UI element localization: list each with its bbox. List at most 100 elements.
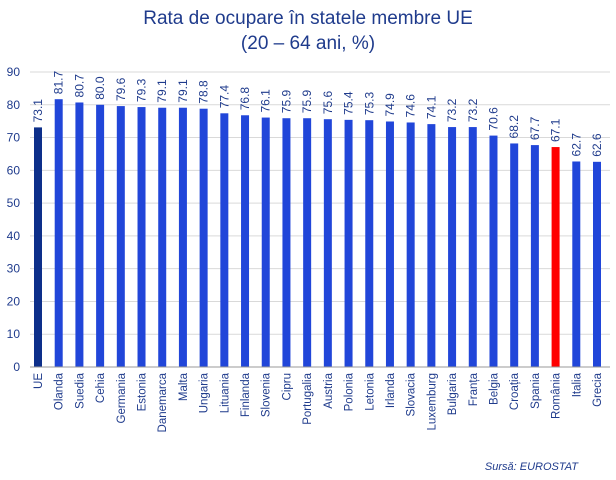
x-tick-label: Luxemburg [426,373,438,431]
bar-grecia [593,161,601,367]
bar-suedia [75,102,84,367]
value-label: 62.7 [569,133,583,157]
y-tick-label: 0 [13,360,20,374]
bar-polonia [344,119,353,367]
value-label: 79.1 [176,79,190,103]
value-label: 67.1 [549,118,563,142]
chart-title-line-2: (20 – 64 ani, %) [241,33,375,54]
x-tick-label: Croația [509,372,521,410]
value-label: 75.6 [321,91,335,115]
x-tick-label: Bulgaria [447,372,459,415]
x-tick-label: Malta [178,372,190,401]
x-tick-label: Slovacia [406,372,418,416]
x-tick-label: Cehia [95,372,107,403]
x-tick-label: Belgia [488,372,500,405]
chart-title-line-1: Rata de ocupare în statele membre UE [143,8,473,29]
value-label: 74.6 [404,94,418,118]
bar-ue [34,127,42,368]
bar-danemarca [158,107,167,367]
bar-belgia [489,135,498,367]
x-axis: UE Olanda Suedia Cehia Germania Estonia Danema… [30,366,610,432]
bar-slovacia [406,122,415,367]
bar-românia [551,147,560,367]
bar-austria [323,119,332,367]
value-label: 76.1 [259,89,273,113]
x-tick-label: Irlanda [385,372,397,408]
value-label: 73.2 [445,98,459,122]
bar-slovenia [261,117,270,367]
y-tick-label: 50 [7,196,21,210]
x-tick-label: Lituania [219,372,231,413]
bar-portugalia [303,118,312,367]
x-tick-label: Cipru [281,373,293,400]
bar-ungaria [199,108,208,367]
value-label: 70.6 [486,107,500,131]
value-label: 67.7 [528,116,542,140]
bar-cehia [96,104,105,368]
bar-italia [572,161,581,367]
value-label: 73.2 [466,98,480,122]
x-tick-label: Danemarca [157,372,169,432]
value-label: 80.7 [72,74,86,98]
y-tick-label: 30 [7,262,21,276]
bar-germania [116,106,125,367]
bar-spania [530,145,539,367]
x-tick-label: Estonia [137,372,149,411]
value-label: 79.3 [135,78,149,102]
gridlines [30,71,610,335]
bar-cipru [282,118,291,367]
value-label: 62.6 [590,133,604,157]
bar-malta [178,107,187,367]
x-tick-label: Ungaria [199,372,211,413]
x-tick-label: Suedia [74,372,86,408]
value-label: 81.7 [52,71,66,95]
y-tick-label: 20 [7,294,21,308]
x-tick-label: Letonia [364,372,376,410]
value-label: 75.4 [342,91,356,115]
bar-bulgaria [448,127,457,367]
bar-croația [510,143,519,367]
y-tick-label: 90 [7,65,21,79]
bar-irlanda [385,121,394,367]
x-tick-label: UE [33,373,45,389]
value-label: 80.0 [93,76,107,100]
value-label: 75.9 [279,90,293,114]
y-tick-label: 10 [7,327,21,341]
value-label: 78.8 [197,80,211,104]
value-label: 68.2 [507,115,521,139]
value-label: 74.1 [424,95,438,119]
value-label: 75.9 [300,90,314,114]
bar-olanda [54,99,63,367]
value-label: 74.9 [383,93,397,117]
value-label: 75.3 [362,92,376,116]
x-tick-label: Slovenia [261,372,273,417]
y-tick-label: 40 [7,229,21,243]
value-label: 79.6 [114,77,128,101]
bar-lituania [220,113,229,367]
x-tick-label: Polonia [344,372,356,411]
y-tick-label: 60 [7,163,21,177]
bar-franța [468,127,477,367]
value-label: 76.8 [238,87,252,111]
value-label: 79.1 [155,79,169,103]
bar-letonia [365,120,374,367]
x-tick-label: Germania [116,372,128,423]
x-tick-label: Franța [468,372,480,406]
source-note: Sursă: EUROSTAT [485,461,579,473]
bar-estonia [137,107,146,368]
bar-finlanda [241,115,250,368]
value-label: 77.4 [217,85,231,109]
value-label: 73.1 [31,99,45,123]
bars: 73.1 81.7 80.7 80.0 79.6 79.3 79.1 79.1 78.8 77.4… [31,71,604,368]
y-axis: 0 10 20 30 40 50 60 70 80 90 [7,65,21,374]
x-tick-label: Finlanda [240,372,252,417]
y-tick-label: 70 [7,131,21,145]
x-tick-label: Spania [530,372,542,408]
y-tick-label: 80 [7,98,21,112]
x-tick-label: Italia [571,372,583,397]
bar-luxemburg [427,124,436,367]
x-tick-label: Grecia [592,372,604,406]
x-tick-label: România [551,372,563,419]
x-tick-label: Austria [323,372,335,408]
